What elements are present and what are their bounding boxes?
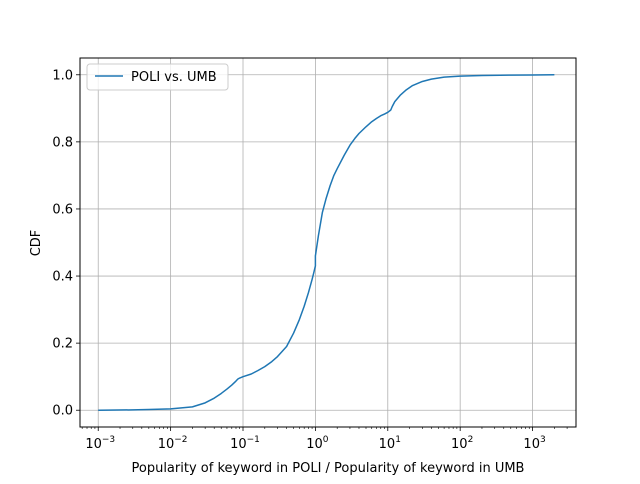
x-axis-label: Popularity of keyword in POLI / Populari… (132, 461, 525, 476)
x-tick-label: 10−3 (85, 435, 115, 452)
x-tick-label: 102 (451, 435, 473, 452)
axes-frame (79, 57, 577, 428)
x-axis-ticks: 10−3 10−2 10−1 100 101 102 103 (81, 427, 568, 452)
x-tick-label: 10−2 (158, 435, 188, 452)
grid (80, 58, 576, 427)
y-tick-label: 0.6 (52, 202, 73, 217)
y-tick-label: 0.8 (52, 135, 73, 150)
x-tick-label: 101 (379, 435, 401, 452)
y-tick-label: 0.0 (52, 404, 73, 419)
y-axis-ticks: 0.0 0.2 0.4 0.6 0.8 1.0 (52, 68, 80, 419)
legend-box (86, 63, 229, 91)
y-axis-label: CDF (29, 230, 44, 257)
legend: POLI vs. UMB (86, 63, 229, 91)
x-tick-label: 10−1 (230, 435, 260, 452)
x-tick-label: 103 (523, 435, 545, 452)
plot-area (80, 58, 576, 427)
legend-label: POLI vs. UMB (131, 70, 217, 85)
y-tick-label: 1.0 (52, 68, 73, 83)
series-line (98, 74, 555, 411)
y-tick-label: 0.2 (52, 337, 73, 352)
y-tick-label: 0.4 (52, 270, 73, 285)
series-layer (98, 74, 555, 411)
x-tick-label: 100 (306, 435, 329, 452)
